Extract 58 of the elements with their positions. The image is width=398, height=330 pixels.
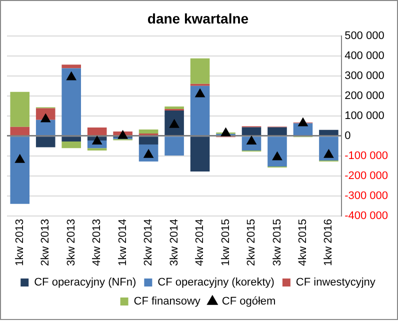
point	[118, 130, 128, 139]
bar	[164, 110, 184, 136]
bar	[268, 127, 287, 136]
bar	[62, 68, 81, 136]
y-tick-label: -300 000	[344, 190, 388, 202]
legend-label: CF ogółem	[222, 296, 276, 308]
bar	[62, 136, 81, 142]
bar	[10, 92, 30, 127]
bar	[164, 136, 184, 156]
x-tick-label: 1kw 2016	[322, 218, 335, 266]
bar	[190, 86, 210, 136]
y-tick-label: 200 000	[344, 90, 384, 102]
bar	[164, 106, 184, 110]
chart-title: dane kwartalne	[147, 10, 249, 26]
point	[15, 154, 25, 163]
y-tick-label: 300 000	[344, 70, 384, 82]
bar	[36, 136, 56, 148]
point	[298, 118, 308, 126]
y-tick-label: 400 000	[344, 50, 384, 62]
x-tick-label: 3kw 2014	[168, 218, 180, 266]
bar	[138, 136, 158, 144]
bar	[87, 127, 107, 136]
y-tick-label: -200 000	[344, 170, 388, 182]
bar	[62, 141, 81, 148]
x-tick-label: 4kw 2014	[194, 218, 206, 266]
point	[66, 72, 76, 80]
point	[92, 136, 102, 144]
x-tick-label: 3kw 2015	[271, 218, 284, 266]
point	[195, 88, 205, 98]
x-tick-label: 2kw 2014	[142, 218, 155, 266]
y-tick-label: -400 000	[344, 210, 388, 222]
bar	[319, 130, 338, 136]
y-tick-label: 500 000	[344, 30, 384, 42]
x-tick-label: 2kw 2013	[40, 218, 52, 266]
bar	[10, 136, 30, 204]
x-tick-label: 4kw 2013	[91, 218, 104, 266]
bar	[242, 127, 262, 136]
bar	[138, 129, 158, 134]
bar	[268, 136, 287, 166]
x-tick-label: 4kw 2015	[297, 218, 309, 266]
point	[220, 128, 231, 136]
legend-label: CF operacyjny (NFn)	[34, 276, 136, 289]
bar	[190, 136, 210, 172]
x-tick-label: 1kw 2013	[14, 218, 26, 266]
bar	[62, 64, 81, 68]
bar	[190, 58, 210, 84]
x-tick-label: 1kw 2014	[116, 218, 129, 266]
legend-label: CF finansowy	[134, 296, 201, 308]
y-tick-label: 0	[344, 130, 351, 142]
bar	[10, 126, 30, 136]
y-tick-label: 100 000	[344, 110, 384, 122]
bar	[36, 120, 56, 136]
legend-label: CF inwestycyjny	[296, 276, 376, 289]
x-tick-label: 1kw 2015	[220, 218, 232, 266]
legend-label: CF operacyjny (korekty)	[158, 276, 274, 289]
y-tick-label: -100 000	[344, 150, 388, 162]
x-tick-label: 3kw 2013	[65, 218, 78, 266]
x-tick-label: 2kw 2015	[246, 218, 258, 266]
